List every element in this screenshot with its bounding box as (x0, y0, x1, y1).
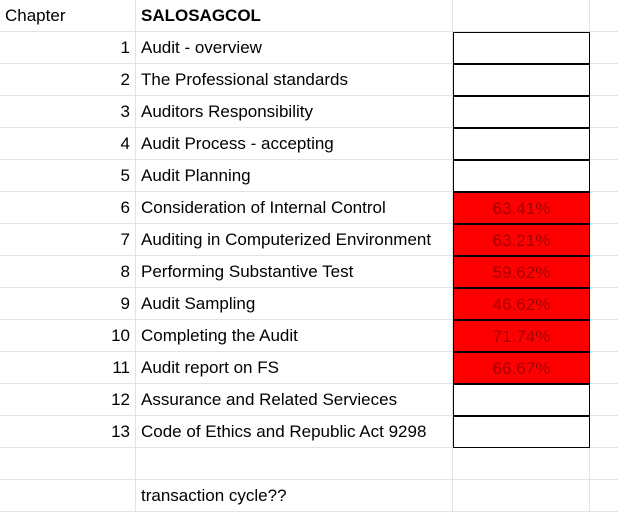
chapter-name-cell[interactable]: Audit Planning (136, 160, 453, 192)
empty-cell[interactable] (590, 160, 618, 192)
score-cell[interactable]: 46.62% (453, 288, 590, 320)
table-row: 6 Consideration of Internal Control 63.4… (0, 192, 618, 224)
table-row: 2 The Professional standards (0, 64, 618, 96)
empty-cell[interactable] (0, 480, 136, 512)
chapter-number-cell[interactable]: 13 (0, 416, 136, 448)
score-cell[interactable] (453, 160, 590, 192)
empty-cell[interactable] (453, 480, 590, 512)
chapter-number-cell[interactable]: 7 (0, 224, 136, 256)
empty-cell[interactable] (590, 192, 618, 224)
table-row: 8 Performing Substantive Test 59.62% (0, 256, 618, 288)
empty-cell[interactable] (590, 448, 618, 480)
score-cell[interactable] (453, 96, 590, 128)
chapter-name-cell[interactable]: Consideration of Internal Control (136, 192, 453, 224)
table-row: 4 Audit Process - accepting (0, 128, 618, 160)
chapter-number-cell[interactable]: 3 (0, 96, 136, 128)
chapter-name-cell[interactable]: Audit Sampling (136, 288, 453, 320)
note-cell[interactable]: transaction cycle?? (136, 480, 453, 512)
chapter-number-cell[interactable]: 6 (0, 192, 136, 224)
chapter-number-cell[interactable]: 10 (0, 320, 136, 352)
chapter-number-cell[interactable]: 4 (0, 128, 136, 160)
score-cell[interactable] (453, 32, 590, 64)
score-cell[interactable]: 71.74% (453, 320, 590, 352)
empty-cell[interactable] (590, 256, 618, 288)
chapter-name-cell[interactable]: Assurance and Related Servieces (136, 384, 453, 416)
score-header-cell[interactable] (453, 0, 590, 32)
empty-cell[interactable] (136, 448, 453, 480)
empty-cell[interactable] (590, 384, 618, 416)
table-row: 3 Auditors Responsibility (0, 96, 618, 128)
table-row: 7 Auditing in Computerized Environment 6… (0, 224, 618, 256)
empty-cell[interactable] (590, 128, 618, 160)
chapter-name-cell[interactable]: Audit - overview (136, 32, 453, 64)
chapter-number-cell[interactable]: 12 (0, 384, 136, 416)
empty-cell[interactable] (590, 288, 618, 320)
chapter-name-cell[interactable]: Audit Process - accepting (136, 128, 453, 160)
empty-cell[interactable] (590, 480, 618, 512)
empty-row (0, 448, 618, 480)
note-row: transaction cycle?? (0, 480, 618, 512)
table-row: 12 Assurance and Related Servieces (0, 384, 618, 416)
chapter-number-cell[interactable]: 5 (0, 160, 136, 192)
chapter-number-cell[interactable]: 8 (0, 256, 136, 288)
score-cell[interactable] (453, 64, 590, 96)
empty-cell[interactable] (590, 416, 618, 448)
score-cell[interactable]: 63.21% (453, 224, 590, 256)
chapter-number-cell[interactable]: 1 (0, 32, 136, 64)
title-header-cell[interactable]: SALOSAGCOL (136, 0, 453, 32)
empty-cell[interactable] (590, 0, 618, 32)
score-cell[interactable] (453, 384, 590, 416)
table-row: 10 Completing the Audit 71.74% (0, 320, 618, 352)
table-row: 13 Code of Ethics and Republic Act 9298 (0, 416, 618, 448)
chapter-number-cell[interactable]: 11 (0, 352, 136, 384)
chapter-name-cell[interactable]: Performing Substantive Test (136, 256, 453, 288)
chapter-name-cell[interactable]: The Professional standards (136, 64, 453, 96)
empty-cell[interactable] (590, 224, 618, 256)
empty-cell[interactable] (453, 448, 590, 480)
empty-cell[interactable] (590, 32, 618, 64)
table-row: 11 Audit report on FS 66.67% (0, 352, 618, 384)
chapter-name-cell[interactable]: Completing the Audit (136, 320, 453, 352)
table-row: 9 Audit Sampling 46.62% (0, 288, 618, 320)
empty-cell[interactable] (590, 96, 618, 128)
empty-cell[interactable] (590, 320, 618, 352)
empty-cell[interactable] (590, 64, 618, 96)
chapter-number-cell[interactable]: 9 (0, 288, 136, 320)
table-row: 1 Audit - overview (0, 32, 618, 64)
chapter-number-cell[interactable]: 2 (0, 64, 136, 96)
score-cell[interactable] (453, 416, 590, 448)
header-row: Chapter SALOSAGCOL (0, 0, 618, 32)
chapter-name-cell[interactable]: Auditors Responsibility (136, 96, 453, 128)
score-cell[interactable]: 66.67% (453, 352, 590, 384)
score-cell[interactable] (453, 128, 590, 160)
chapter-name-cell[interactable]: Audit report on FS (136, 352, 453, 384)
empty-cell[interactable] (590, 352, 618, 384)
chapter-name-cell[interactable]: Auditing in Computerized Environment (136, 224, 453, 256)
score-cell[interactable]: 63.41% (453, 192, 590, 224)
empty-cell[interactable] (0, 448, 136, 480)
chapter-header-cell[interactable]: Chapter (0, 0, 136, 32)
table-row: 5 Audit Planning (0, 160, 618, 192)
chapter-name-cell[interactable]: Code of Ethics and Republic Act 9298 (136, 416, 453, 448)
score-cell[interactable]: 59.62% (453, 256, 590, 288)
